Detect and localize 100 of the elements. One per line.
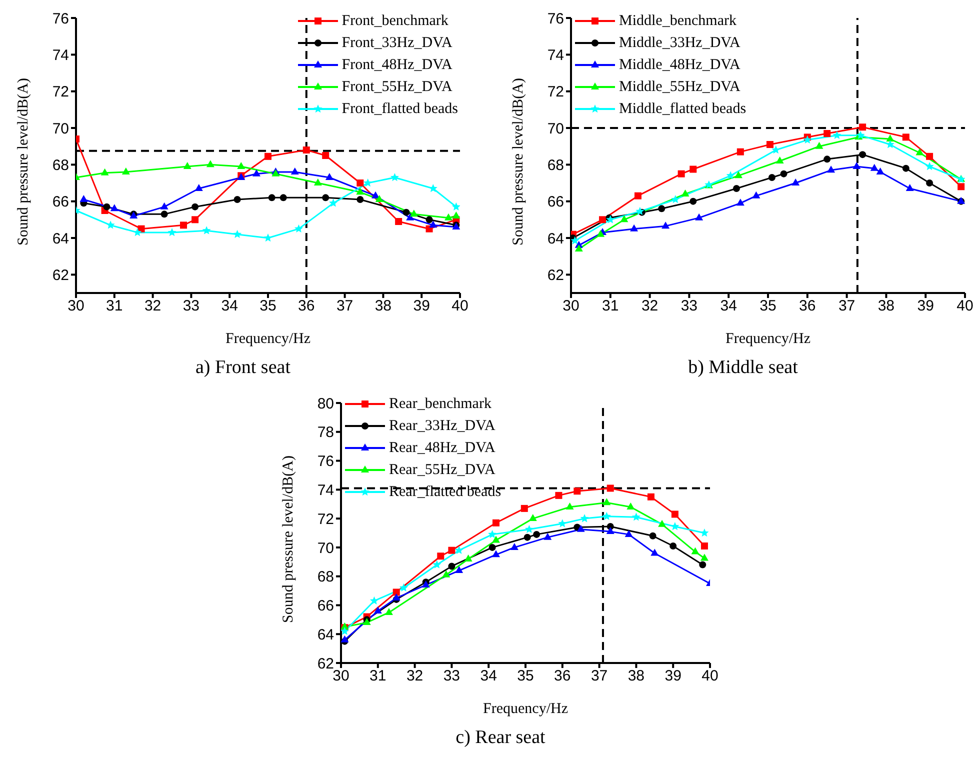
point [448, 546, 456, 554]
point [234, 196, 241, 203]
point [566, 502, 574, 510]
point [510, 542, 518, 550]
point [752, 191, 760, 198]
legend-label: Rear_33Hz_DVA [389, 417, 496, 436]
x-tick-label: 30 [332, 668, 350, 685]
point [325, 173, 334, 180]
point [384, 608, 393, 615]
x-axis-title: Frequency/Hz [483, 701, 568, 717]
y-tick-label: 76 [52, 10, 69, 28]
x-tick-label: 40 [956, 298, 974, 315]
x-tick-label: 33 [443, 668, 460, 685]
point [492, 519, 500, 526]
point [452, 212, 460, 218]
point [690, 166, 697, 173]
point [695, 213, 704, 220]
point [533, 530, 540, 538]
legend-label: Rear_48Hz_DVA [389, 439, 496, 458]
point [374, 606, 382, 614]
point [437, 552, 444, 560]
point [356, 180, 364, 186]
point [620, 215, 628, 222]
point [402, 208, 410, 216]
point [916, 148, 924, 156]
y-tick-label: 76 [317, 453, 334, 470]
point [122, 168, 130, 174]
point [678, 170, 685, 178]
y-axis-title: Sound pressure level/dB(A) [510, 78, 526, 246]
point [734, 171, 742, 178]
y-tick-label: 68 [547, 156, 564, 174]
y-tick-label: 72 [317, 510, 334, 528]
point [574, 244, 583, 252]
point [392, 588, 400, 596]
x-tick-label: 34 [221, 298, 238, 315]
point [160, 202, 168, 210]
x-tick-label: 35 [760, 298, 776, 315]
point [194, 184, 203, 191]
point [776, 156, 784, 164]
point [395, 218, 402, 225]
point [624, 530, 633, 537]
y-tick-label: 80 [317, 395, 334, 412]
point [406, 213, 414, 220]
x-tick-label: 38 [628, 668, 645, 685]
x-tick-label: 32 [641, 298, 658, 315]
point [168, 228, 176, 236]
x-tick-label: 34 [480, 668, 497, 685]
x-tick-label: 37 [590, 668, 608, 685]
point [192, 216, 199, 224]
point [650, 548, 659, 556]
point [192, 203, 199, 210]
point [876, 168, 884, 174]
point [671, 195, 680, 204]
point [528, 514, 537, 522]
y-tick-label: 70 [547, 120, 564, 138]
y-axis-title: Sound pressure level/dB(A) [15, 78, 32, 246]
point [691, 547, 700, 554]
y-tick-label: 70 [52, 120, 69, 138]
point [602, 498, 611, 506]
point [700, 554, 708, 561]
point [925, 162, 934, 170]
point [958, 183, 965, 190]
x-axis-title: Frequency/Hz [726, 331, 811, 347]
point [859, 151, 866, 158]
point [576, 524, 585, 532]
y-tick-label: 64 [317, 626, 334, 644]
point [110, 204, 118, 212]
point [700, 528, 709, 537]
x-tick-label: 36 [554, 668, 571, 685]
point [574, 488, 581, 495]
point [606, 484, 614, 492]
x-tick-label: 38 [878, 298, 895, 315]
point [626, 502, 635, 510]
y-tick-label: 74 [317, 482, 334, 499]
x-tick-label: 34 [720, 298, 737, 315]
point [571, 236, 580, 244]
x-tick-label: 35 [517, 668, 534, 685]
point [455, 566, 464, 574]
point [103, 203, 110, 210]
legend-label: Rear_flatted beads [389, 483, 502, 502]
point [264, 152, 272, 160]
y-tick-label: 78 [317, 424, 334, 442]
x-tick-label: 39 [664, 668, 682, 685]
point [602, 512, 611, 520]
point [634, 192, 642, 200]
point [429, 220, 438, 228]
x-tick-label: 40 [452, 298, 468, 315]
point [699, 561, 706, 568]
point [488, 544, 496, 551]
point [832, 130, 842, 139]
point [824, 130, 831, 137]
point [442, 570, 450, 578]
point [827, 166, 836, 173]
x-tick-label: 32 [144, 298, 162, 315]
point [524, 524, 534, 534]
point [426, 216, 433, 224]
y-tick-label: 76 [547, 10, 564, 28]
legend-label: Front_flatted beads [342, 100, 458, 119]
point [636, 206, 644, 216]
point [264, 234, 272, 242]
